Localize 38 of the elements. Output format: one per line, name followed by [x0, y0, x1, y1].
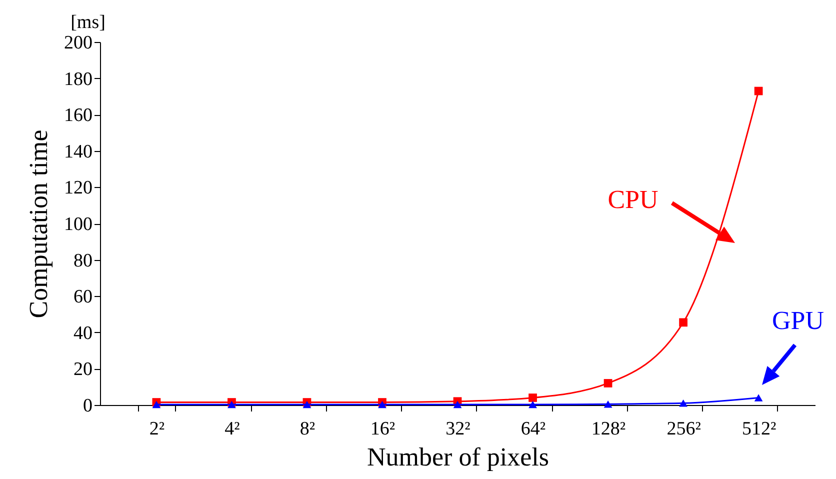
y-tick-label: 60: [74, 286, 92, 308]
text: [ms]: [70, 12, 106, 33]
y-tick-label: 180: [64, 68, 92, 90]
y-tick-label: 100: [64, 214, 92, 235]
point: [228, 400, 236, 408]
text: CPU: [608, 185, 659, 214]
point: [528, 394, 537, 402]
point: [679, 400, 688, 407]
y-tick-label: 200: [64, 32, 92, 54]
y-axis-title: Computation time: [24, 130, 53, 318]
x-tick-label: 8²: [300, 418, 316, 440]
x-tick-label: 16²: [370, 418, 396, 440]
x-tick-label: 512²: [742, 418, 776, 440]
point: [302, 400, 312, 408]
x-tick-label: 256²: [666, 418, 702, 440]
point: [604, 400, 612, 408]
y-tick-label: 160: [64, 105, 92, 126]
point: [528, 400, 537, 408]
x-tick-label: 2²: [149, 418, 165, 440]
point: [679, 318, 688, 327]
y-tick-label: 140: [64, 141, 92, 162]
x-axis-title: Number of pixels: [367, 442, 549, 472]
y-tick-label: 120: [64, 178, 92, 199]
y-tick-label: 0: [83, 396, 92, 416]
point: [604, 379, 612, 388]
point: [152, 400, 161, 408]
point: [453, 400, 462, 408]
point: [378, 400, 386, 408]
x-tick-label: 32²: [446, 418, 471, 440]
x-tick-label: 64²: [520, 418, 546, 440]
text: GPU: [772, 306, 824, 335]
point: [754, 86, 763, 96]
x-tick-label: 128²: [591, 418, 626, 440]
point: [754, 394, 763, 402]
y-tick-label: 40: [74, 322, 92, 344]
y-tick-label: 80: [74, 250, 92, 272]
x-tick-label: 4²: [224, 418, 240, 440]
y-tick-label: 20: [74, 359, 92, 380]
